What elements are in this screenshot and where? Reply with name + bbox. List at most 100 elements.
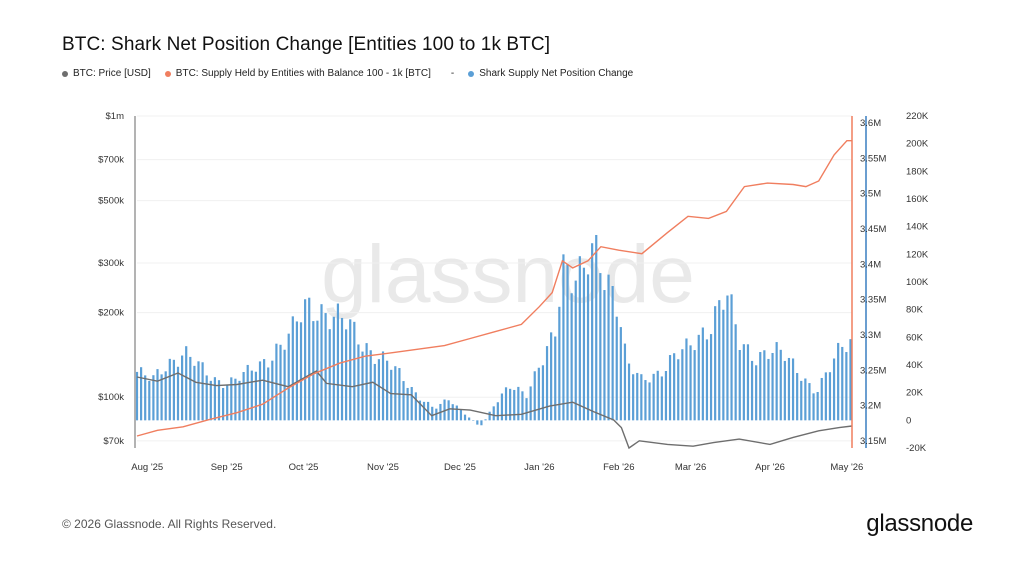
- change-bar: [336, 303, 340, 421]
- change-bar: [722, 309, 725, 421]
- change-bar: [632, 374, 635, 421]
- change-bar: [562, 254, 565, 421]
- x-tick-label: Nov '25: [367, 462, 399, 473]
- change-bar: [640, 374, 643, 421]
- change-bar: [787, 357, 791, 421]
- change-bar: [599, 273, 602, 421]
- change-bar: [504, 387, 508, 421]
- change-bar: [828, 372, 832, 421]
- change-tick-label: 100K: [906, 277, 929, 288]
- change-bar: [623, 343, 627, 421]
- change-bar: [529, 386, 532, 421]
- change-bar: [718, 300, 721, 421]
- change-bar: [451, 404, 454, 421]
- change-bar: [759, 352, 762, 421]
- x-tick-label: Dec '25: [444, 462, 476, 473]
- change-bar: [824, 372, 827, 421]
- change-bar: [414, 392, 417, 421]
- change-bar: [463, 414, 467, 421]
- change-bar: [545, 346, 549, 421]
- change-bar: [328, 329, 331, 421]
- change-bar: [750, 360, 754, 421]
- change-bar: [168, 358, 171, 421]
- change-bar: [746, 344, 750, 421]
- change-bar: [263, 359, 266, 421]
- change-bar: [570, 293, 573, 421]
- legend-item-change[interactable]: Shark Supply Net Position Change: [468, 68, 633, 79]
- supply-tick-label: 3.35M: [860, 295, 886, 306]
- legend-price-label: BTC: Price [USD]: [73, 68, 151, 79]
- change-bar: [172, 359, 176, 421]
- change-bar: [730, 294, 733, 421]
- change-tick-label: 140K: [906, 222, 929, 233]
- legend-supply-label: BTC: Supply Held by Entities with Balanc…: [175, 68, 431, 79]
- change-bar: [689, 345, 692, 421]
- change-bar: [779, 349, 782, 421]
- change-bar: [677, 359, 680, 421]
- change-bar: [673, 353, 676, 421]
- change-bar: [340, 317, 344, 421]
- change-bar: [402, 381, 405, 421]
- change-bar: [332, 316, 335, 421]
- legend-item-supply[interactable]: BTC: Supply Held by Entities with Balanc…: [164, 68, 431, 79]
- change-bar: [234, 378, 237, 421]
- change-bar: [267, 367, 270, 421]
- change-bar: [185, 346, 188, 421]
- change-bar: [693, 350, 696, 421]
- price-tick-label: $1m: [106, 111, 125, 122]
- change-bar: [468, 417, 471, 421]
- change-bar: [734, 324, 737, 421]
- change-bar: [377, 359, 381, 421]
- change-bar: [812, 393, 815, 421]
- change-tick-label: 20K: [906, 388, 924, 399]
- change-bar: [701, 327, 704, 421]
- bars-series: [135, 234, 852, 426]
- change-bar: [197, 361, 200, 421]
- change-bar: [619, 327, 622, 421]
- change-bar: [373, 363, 376, 421]
- supply-tick-label: 3.2M: [860, 401, 881, 412]
- change-bar: [648, 382, 651, 421]
- change-bar: [242, 372, 245, 421]
- change-bar: [668, 355, 672, 421]
- legend-item-price[interactable]: BTC: Price [USD]: [62, 68, 151, 79]
- change-bar: [796, 373, 799, 421]
- change-bar: [816, 392, 819, 421]
- change-bar: [726, 295, 729, 421]
- change-bar: [164, 371, 167, 421]
- change-bar: [771, 352, 774, 421]
- change-bar: [205, 375, 208, 421]
- change-bar: [287, 333, 290, 421]
- legend-separator: -: [450, 68, 455, 79]
- change-bar: [181, 355, 184, 421]
- change-bar: [291, 316, 294, 421]
- supply-tick-label: 3.4M: [860, 259, 881, 270]
- legend: BTC: Price [USD] BTC: Supply Held by Ent…: [62, 68, 647, 79]
- change-bar: [381, 351, 385, 421]
- change-bar: [652, 373, 655, 421]
- change-bar: [480, 420, 483, 426]
- change-bar: [660, 376, 663, 421]
- change-bar: [681, 349, 684, 421]
- price-tick-label: $700k: [98, 155, 124, 166]
- change-tick-label: 120K: [906, 249, 929, 260]
- glassnode-logo[interactable]: glassnode: [866, 510, 973, 537]
- change-bar: [148, 380, 151, 421]
- supply-line: [136, 140, 852, 437]
- change-bar: [238, 380, 241, 421]
- change-bar: [369, 350, 372, 421]
- change-bar: [320, 304, 323, 421]
- change-bar: [517, 386, 520, 421]
- change-bar: [312, 321, 315, 421]
- change-bar: [841, 346, 844, 421]
- change-bar: [574, 280, 577, 421]
- change-bar: [455, 405, 458, 421]
- change-bar: [390, 369, 393, 421]
- change-swatch-icon: [468, 70, 475, 77]
- change-bar: [135, 371, 139, 421]
- supply-tick-label: 3.45M: [860, 224, 886, 235]
- change-bar: [349, 319, 352, 421]
- change-bar: [156, 369, 159, 421]
- supply-tick-label: 3.3M: [860, 330, 881, 341]
- change-tick-label: -20K: [906, 443, 927, 454]
